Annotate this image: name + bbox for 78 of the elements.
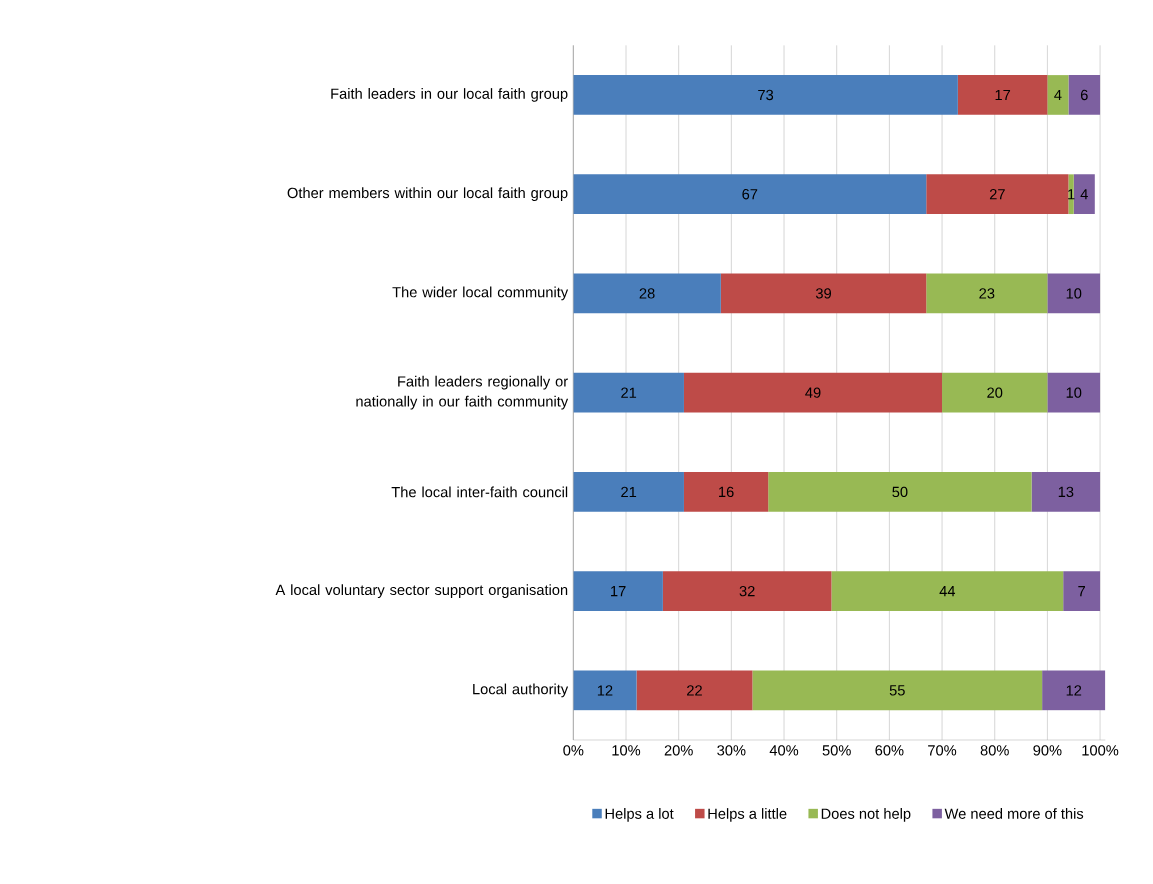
data-label: 27 (989, 189, 1005, 200)
bar (662, 571, 832, 611)
data-label: 17 (995, 89, 1011, 100)
data-label: 1 (1068, 189, 1075, 200)
bar (573, 372, 684, 413)
data-label: 10 (1066, 288, 1082, 299)
bar (573, 571, 663, 611)
bar (926, 174, 1069, 215)
y-tick-label: Faith leaders regionally or nationally in our faith community (356, 375, 569, 410)
bar (957, 75, 1048, 115)
legend-label: We need more of this (944, 808, 1084, 819)
y-tick-label: Local authority (473, 683, 569, 698)
data-label: 55 (889, 685, 905, 696)
bar (573, 75, 958, 115)
bar (1042, 670, 1106, 711)
bar (573, 670, 637, 711)
x-tick-label: 80% (980, 745, 1009, 756)
x-tick-label: 0% (563, 745, 584, 756)
legend-label: Helps a lot (605, 808, 674, 822)
y-tick-label: Other members within our local faith group (287, 187, 568, 202)
bar (926, 273, 1048, 314)
x-tick-label: 40% (769, 745, 799, 756)
y-tick-label: The wider local community (392, 286, 569, 301)
data-label: 49 (805, 387, 821, 398)
bar (1063, 571, 1101, 611)
bar (1047, 372, 1101, 413)
bar (942, 372, 1048, 413)
data-label: 23 (979, 288, 995, 299)
bar (1031, 472, 1101, 512)
data-label: 17 (611, 586, 626, 597)
data-label: 39 (815, 288, 831, 299)
data-label: 13 (1058, 486, 1074, 498)
data-label: 4 (1054, 89, 1062, 100)
bar (768, 472, 1032, 512)
x-tick-label: 90% (1033, 745, 1062, 756)
bar (573, 273, 721, 314)
data-label: 6 (1080, 89, 1088, 101)
bar (683, 472, 769, 512)
data-label: 20 (987, 387, 1003, 398)
data-label: 50 (892, 486, 908, 498)
data-label: 12 (597, 685, 613, 696)
data-label: 21 (621, 387, 637, 398)
x-tick-label: 30% (717, 745, 746, 756)
legend-label: Does not help (821, 808, 911, 822)
data-label: 22 (687, 685, 702, 696)
x-tick-label: 100% (1082, 745, 1119, 756)
bar (752, 670, 1043, 711)
bar (683, 372, 943, 413)
data-label: 44 (939, 586, 956, 597)
bar (1047, 75, 1069, 115)
x-tick-label: 10% (612, 745, 641, 756)
y-tick-label: Faith leaders in our local faith group (331, 88, 568, 102)
bar (636, 670, 753, 711)
bar (1047, 273, 1101, 314)
data-label: 7 (1078, 586, 1085, 597)
data-label: 21 (621, 486, 637, 498)
bar (720, 273, 927, 314)
data-label: 67 (742, 189, 758, 200)
data-label: 16 (719, 486, 734, 498)
bar (1073, 174, 1095, 215)
x-tick-label: 70% (928, 745, 957, 756)
x-tick-label: 60% (875, 745, 904, 756)
legend-label: Helps a little (708, 808, 787, 822)
data-label: 4 (1080, 189, 1088, 200)
data-label: 73 (758, 89, 774, 101)
bar (1068, 75, 1101, 115)
bar (573, 472, 684, 512)
x-tick-label: 20% (664, 745, 693, 756)
x-tick-label: 50% (822, 745, 851, 756)
data-label: 28 (639, 288, 655, 299)
bar (831, 571, 1064, 611)
y-tick-label: The local inter-faith council (391, 486, 568, 498)
bar (1068, 174, 1074, 215)
data-label: 12 (1066, 685, 1082, 696)
bar (573, 174, 927, 215)
data-label: 32 (739, 585, 755, 597)
data-label: 10 (1066, 387, 1082, 398)
y-tick-label: A local voluntary sector support organisation (275, 584, 568, 598)
